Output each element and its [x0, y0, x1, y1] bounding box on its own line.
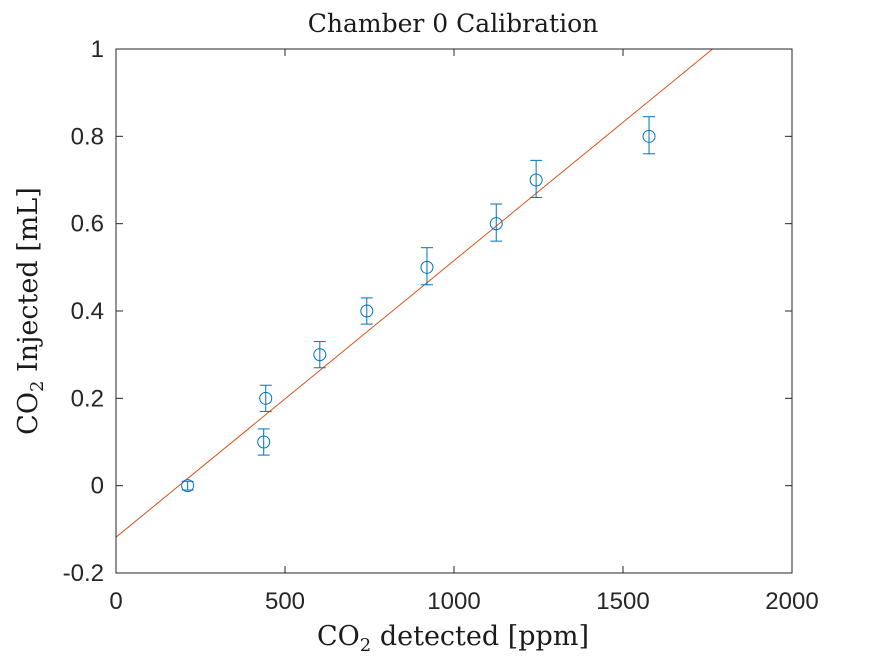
- data-point: [529, 159, 543, 198]
- x-tick-label: 2000: [765, 588, 818, 615]
- x-axis-label: CO2 detected [ppm]: [317, 621, 589, 656]
- y-tick-label: 0.4: [71, 298, 104, 325]
- y-axis-label-main: CO: [13, 392, 44, 435]
- data-marker: [181, 479, 195, 493]
- data-point: [313, 341, 327, 369]
- x-axis-ticks: 0 500 1000 1500 2000: [109, 49, 819, 615]
- x-axis-label-subscript: 2: [360, 635, 371, 656]
- data-marker: [257, 435, 271, 449]
- data-point: [259, 384, 273, 412]
- y-tick-label: 0: [91, 473, 104, 500]
- plot-frame: [115, 48, 793, 574]
- x-tick-label: 0: [109, 588, 122, 615]
- y-tick-label: 1: [91, 36, 104, 63]
- data-marker: [529, 173, 543, 187]
- data-point: [642, 116, 656, 155]
- y-tick-label: 0.6: [71, 211, 104, 238]
- data-point: [420, 247, 434, 286]
- x-tick-label: 500: [265, 588, 305, 615]
- y-axis-label-subscript: 2: [27, 381, 48, 392]
- x-axis-label-rest: detected [ppm]: [371, 621, 589, 652]
- x-tick-label: 1000: [427, 588, 480, 615]
- data-marker: [313, 348, 327, 362]
- data-marker: [420, 260, 434, 274]
- data-marker: [259, 391, 273, 405]
- x-tick-label: 1500: [596, 588, 649, 615]
- x-axis-label-main: CO: [317, 621, 360, 652]
- data-marker: [360, 304, 374, 318]
- y-axis-label: CO2 Injected [mL]: [13, 187, 48, 435]
- y-tick-label: -0.2: [63, 560, 104, 587]
- data-points-layer: [181, 116, 656, 493]
- data-point: [257, 428, 271, 456]
- data-point: [360, 297, 374, 325]
- fit-line-layer: [115, 48, 713, 538]
- y-tick-label: 0.2: [71, 385, 104, 412]
- chart-title: Chamber 0 Calibration: [308, 9, 598, 38]
- data-point: [181, 479, 195, 493]
- y-tick-label: 0.8: [71, 123, 104, 150]
- data-marker: [642, 129, 656, 143]
- fit-line: [115, 48, 713, 538]
- y-axis-label-rest: Injected [mL]: [13, 187, 44, 380]
- y-axis-ticks: -0.2 0 0.2 0.4 0.6 0.8 1: [63, 36, 792, 587]
- data-marker: [489, 217, 503, 231]
- data-point: [489, 203, 503, 242]
